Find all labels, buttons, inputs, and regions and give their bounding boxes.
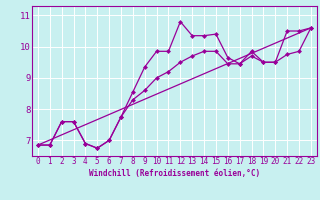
X-axis label: Windchill (Refroidissement éolien,°C): Windchill (Refroidissement éolien,°C) — [89, 169, 260, 178]
